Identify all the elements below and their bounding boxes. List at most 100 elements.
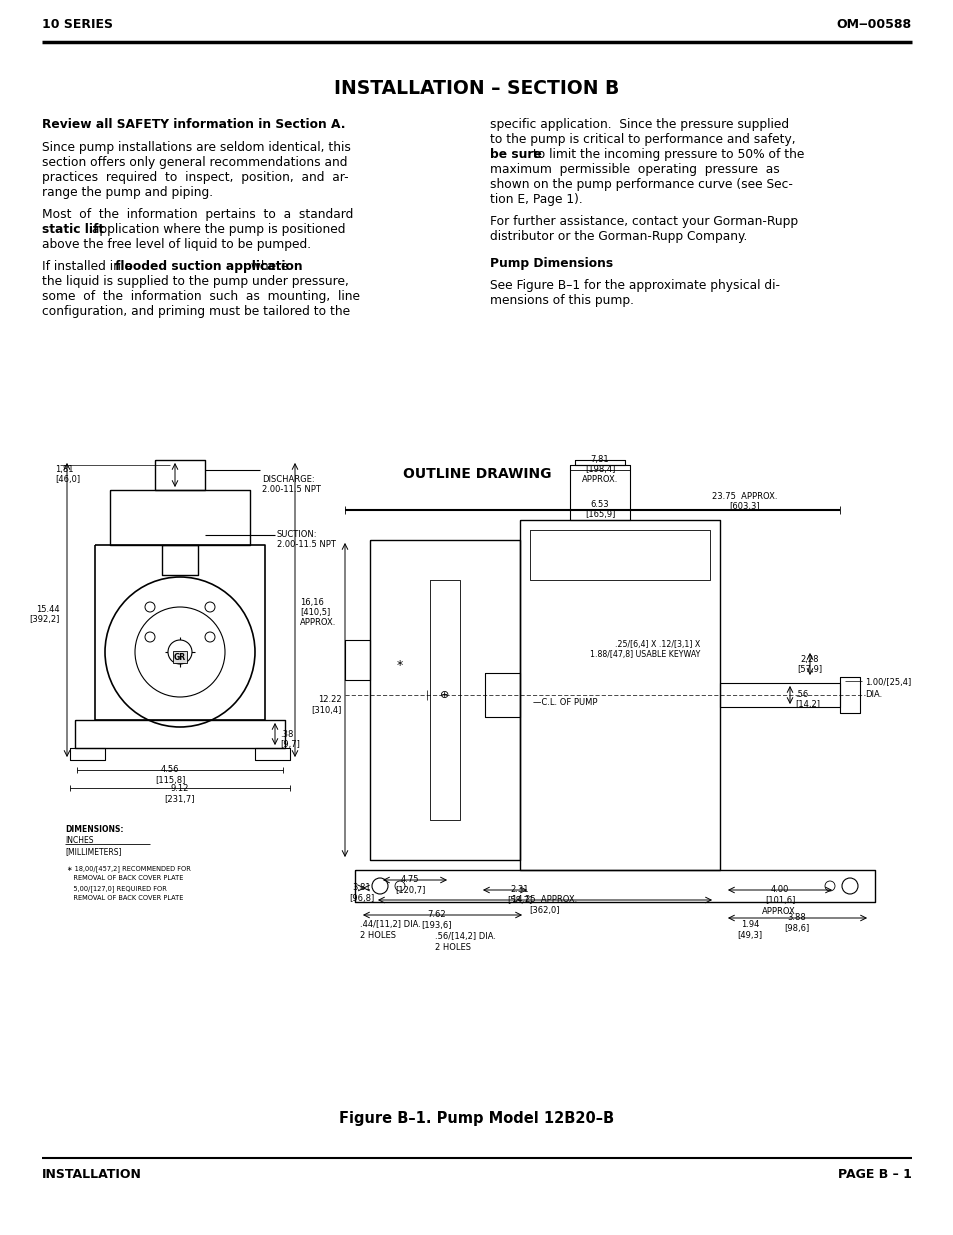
Text: be sure: be sure: [490, 148, 541, 161]
Text: 2.00-11.5 NPT: 2.00-11.5 NPT: [276, 540, 335, 550]
Text: SUCTION:: SUCTION:: [276, 530, 317, 538]
Text: ∗ 18,00/[457,2] RECOMMENDED FOR: ∗ 18,00/[457,2] RECOMMENDED FOR: [67, 864, 191, 872]
Text: 2.31: 2.31: [510, 885, 529, 894]
Text: shown on the pump performance curve (see Sec-: shown on the pump performance curve (see…: [490, 178, 792, 191]
Text: [120,7]: [120,7]: [395, 885, 425, 895]
Text: [115,8]: [115,8]: [154, 776, 185, 785]
Text: [193,6]: [193,6]: [421, 921, 452, 930]
Text: tion E, Page 1).: tion E, Page 1).: [490, 193, 582, 206]
Text: [231,7]: [231,7]: [165, 795, 195, 804]
Text: [392,2]: [392,2]: [30, 615, 60, 624]
Text: 1.88/[47,8] USABLE KEYWAY: 1.88/[47,8] USABLE KEYWAY: [589, 650, 700, 659]
Text: [310,4]: [310,4]: [312, 706, 341, 715]
Text: APPROX.: APPROX.: [761, 906, 798, 916]
Text: Review all SAFETY information in Section A.: Review all SAFETY information in Section…: [42, 119, 345, 131]
Text: 12.22: 12.22: [318, 695, 341, 704]
Text: [410,5]: [410,5]: [299, 608, 330, 618]
Text: range the pump and piping.: range the pump and piping.: [42, 186, 213, 199]
Text: Pump Dimensions: Pump Dimensions: [490, 257, 613, 270]
Text: 14.25  APPROX.: 14.25 APPROX.: [512, 895, 577, 904]
Text: 10 SERIES: 10 SERIES: [42, 19, 112, 32]
Text: [362,0]: [362,0]: [529, 906, 559, 915]
Text: [9,7]: [9,7]: [280, 740, 299, 748]
Text: 7.62: 7.62: [427, 910, 446, 919]
Text: [58,7]: [58,7]: [507, 897, 532, 905]
Text: PAGE B – 1: PAGE B – 1: [838, 1168, 911, 1182]
Text: distributor or the Gorman-Rupp Company.: distributor or the Gorman-Rupp Company.: [490, 230, 746, 243]
Text: 1.94: 1.94: [740, 920, 759, 929]
Text: [57,9]: [57,9]: [797, 664, 821, 674]
Text: Since pump installations are seldom identical, this: Since pump installations are seldom iden…: [42, 141, 351, 154]
Text: 6.53: 6.53: [590, 500, 609, 509]
Text: [101,6]: [101,6]: [764, 897, 795, 905]
Text: INCHES: INCHES: [65, 836, 93, 845]
Text: DIA.: DIA.: [864, 690, 882, 699]
Text: 2 HOLES: 2 HOLES: [435, 944, 471, 952]
Text: 4.00: 4.00: [770, 885, 788, 894]
Text: INSTALLATION – SECTION B: INSTALLATION – SECTION B: [334, 79, 619, 98]
Text: 9.12: 9.12: [171, 784, 189, 793]
Text: [96,8]: [96,8]: [349, 894, 375, 903]
Text: .38: .38: [280, 730, 294, 739]
Text: .44/[11,2] DIA.: .44/[11,2] DIA.: [359, 920, 420, 929]
Text: above the free level of liquid to be pumped.: above the free level of liquid to be pum…: [42, 238, 311, 251]
Text: 7,81: 7,81: [590, 454, 609, 464]
Text: Figure B–1. Pump Model 12B20–B: Figure B–1. Pump Model 12B20–B: [339, 1110, 614, 1125]
Text: OUTLINE DRAWING: OUTLINE DRAWING: [402, 467, 551, 480]
Text: For further assistance, contact your Gorman-Rupp: For further assistance, contact your Gor…: [490, 215, 798, 228]
Text: REMOVAL OF BACK COVER PLATE: REMOVAL OF BACK COVER PLATE: [67, 876, 183, 881]
Text: specific application.  Since the pressure supplied: specific application. Since the pressure…: [490, 119, 788, 131]
Text: [165,9]: [165,9]: [584, 510, 615, 519]
Text: .56/[14,2] DIA.: .56/[14,2] DIA.: [435, 932, 496, 941]
Text: 3.81: 3.81: [353, 883, 371, 892]
Text: 2,28: 2,28: [800, 655, 819, 664]
Text: REMOVAL OF BACK COVER PLATE: REMOVAL OF BACK COVER PLATE: [67, 895, 183, 902]
Text: GR: GR: [173, 652, 186, 662]
Text: 4.56: 4.56: [161, 764, 179, 774]
Text: 2.00-11.5 NPT: 2.00-11.5 NPT: [262, 485, 320, 494]
Text: flooded suction application: flooded suction application: [115, 261, 302, 273]
Text: [198,4]: [198,4]: [584, 466, 615, 474]
Text: Most  of  the  information  pertains  to  a  standard: Most of the information pertains to a st…: [42, 207, 353, 221]
Text: *: *: [396, 658, 403, 672]
Text: APPROX.: APPROX.: [581, 475, 618, 484]
Text: static lift: static lift: [42, 224, 104, 236]
Text: 23.75  APPROX.: 23.75 APPROX.: [712, 492, 777, 501]
Text: to limit the incoming pressure to 50% of the: to limit the incoming pressure to 50% of…: [529, 148, 803, 161]
Text: APPROX.: APPROX.: [299, 618, 336, 627]
Text: 5,00/[127,0] REQUIRED FOR: 5,00/[127,0] REQUIRED FOR: [67, 885, 167, 892]
Circle shape: [168, 640, 192, 664]
Text: INSTALLATION: INSTALLATION: [42, 1168, 142, 1182]
Text: ⊕: ⊕: [440, 690, 449, 700]
Text: 1.00/[25,4]: 1.00/[25,4]: [864, 678, 910, 687]
Text: 15.44: 15.44: [36, 605, 60, 614]
Text: maximum  permissible  operating  pressure  as: maximum permissible operating pressure a…: [490, 163, 779, 177]
Text: .25/[6,4] X .12/[3,1] X: .25/[6,4] X .12/[3,1] X: [614, 640, 700, 650]
Text: where: where: [247, 261, 288, 273]
Text: configuration, and priming must be tailored to the: configuration, and priming must be tailo…: [42, 305, 350, 317]
Text: 16,16: 16,16: [299, 598, 323, 606]
Text: application where the pump is positioned: application where the pump is positioned: [88, 224, 345, 236]
Text: See Figure B–1 for the approximate physical di-: See Figure B–1 for the approximate physi…: [490, 279, 780, 291]
Text: If installed in a: If installed in a: [42, 261, 136, 273]
Text: practices  required  to  inspect,  position,  and  ar-: practices required to inspect, position,…: [42, 170, 348, 184]
Text: —C.L. OF PUMP: —C.L. OF PUMP: [532, 698, 597, 706]
Text: [14,2]: [14,2]: [794, 700, 820, 709]
Text: DIMENSIONS:: DIMENSIONS:: [65, 825, 123, 834]
Text: 3.88: 3.88: [787, 913, 805, 923]
Text: 4.75: 4.75: [400, 876, 418, 884]
Text: [MILLIMETERS]: [MILLIMETERS]: [65, 847, 121, 856]
Text: [98,6]: [98,6]: [783, 924, 809, 932]
Text: [46,0]: [46,0]: [55, 475, 80, 484]
Text: [49,3]: [49,3]: [737, 931, 761, 940]
Text: [603,3]: [603,3]: [729, 501, 760, 511]
Text: OM‒00588: OM‒00588: [836, 19, 911, 32]
Text: section offers only general recommendations and: section offers only general recommendati…: [42, 156, 347, 169]
Text: 2 HOLES: 2 HOLES: [359, 931, 395, 940]
Text: .56: .56: [794, 690, 807, 699]
Text: the liquid is supplied to the pump under pressure,: the liquid is supplied to the pump under…: [42, 275, 349, 288]
Text: DISCHARGE:: DISCHARGE:: [262, 475, 314, 484]
Text: mensions of this pump.: mensions of this pump.: [490, 294, 634, 308]
Text: some  of  the  information  such  as  mounting,  line: some of the information such as mounting…: [42, 290, 359, 303]
Text: to the pump is critical to performance and safety,: to the pump is critical to performance a…: [490, 133, 795, 146]
